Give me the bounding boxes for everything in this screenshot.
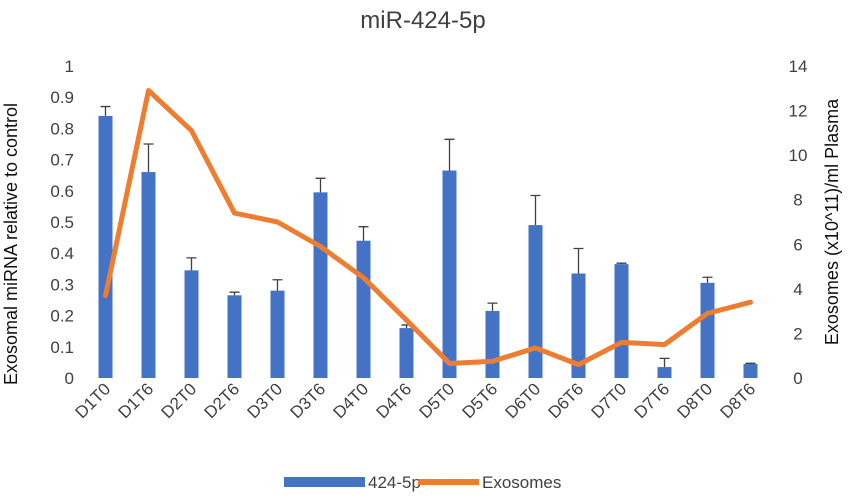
x-tick-label: D5T6 <box>458 379 501 422</box>
chart-title: miR-424-5p <box>360 7 485 34</box>
error-bar <box>358 226 369 241</box>
left-tick-label: 0.2 <box>50 307 74 326</box>
left-tick-label: 0.6 <box>50 182 74 201</box>
bar <box>442 170 457 378</box>
bar <box>313 192 328 378</box>
x-tick-label: D6T0 <box>501 379 544 422</box>
left-tick-label: 0.1 <box>50 338 74 357</box>
error-bars <box>100 105 756 368</box>
error-bar <box>616 262 627 265</box>
left-tick-label: 0.5 <box>50 213 74 232</box>
error-bar <box>659 357 670 368</box>
right-tick-label: 12 <box>789 102 808 121</box>
legend-swatch-bar <box>284 477 365 487</box>
x-tick-label: D2T0 <box>157 379 200 422</box>
error-bar <box>573 247 584 274</box>
x-tick-label: D4T0 <box>329 379 372 422</box>
left-tick-label: 0.4 <box>50 244 74 263</box>
right-tick-label: 2 <box>793 324 802 343</box>
right-tick-label: 6 <box>793 235 802 254</box>
x-tick-label: D3T6 <box>286 379 329 422</box>
bar <box>270 290 285 378</box>
left-tick-label: 0 <box>65 369 74 388</box>
right-tick-label: 4 <box>793 280 802 299</box>
x-tick-label: D7T6 <box>630 379 673 422</box>
bar <box>528 225 543 378</box>
error-bar <box>745 362 756 364</box>
bar <box>141 172 156 378</box>
left-tick-label: 1 <box>65 57 74 76</box>
bar <box>356 240 371 378</box>
x-tick-label: D8T6 <box>716 379 759 422</box>
right-axis-ticks: 0 2 4 6 8 10 12 14 <box>789 57 808 388</box>
x-tick-label: D1T0 <box>71 379 114 422</box>
bar <box>700 282 715 378</box>
error-bar <box>143 143 154 173</box>
left-tick-label: 0.9 <box>50 88 74 107</box>
left-tick-label: 0.7 <box>50 151 74 170</box>
error-bar <box>444 138 455 171</box>
y2-axis-label: Exosomes (x10^11)/ml Plasma <box>822 98 842 345</box>
bar-series <box>98 115 758 379</box>
x-tick-label: D2T6 <box>200 379 243 422</box>
left-axis-ticks: 0 0.1 0.2 0.3 0.4 0.5 0.6 0.7 0.8 0.9 1 <box>50 57 74 388</box>
legend-label-line: Exosomes <box>482 473 561 492</box>
right-tick-label: 10 <box>789 146 808 165</box>
x-tick-label: D1T6 <box>114 379 157 422</box>
error-bar <box>530 194 541 226</box>
y-axis-label: Exosomal miRNA relative to control <box>1 103 21 385</box>
bar <box>743 363 758 378</box>
bar <box>485 310 500 378</box>
x-tick-label: D8T0 <box>673 379 716 422</box>
legend: 424-5p Exosomes <box>284 473 561 492</box>
bar <box>657 367 672 378</box>
x-tick-label: D3T0 <box>243 379 286 422</box>
right-tick-label: 14 <box>789 57 808 76</box>
error-bar <box>272 279 283 291</box>
error-bar <box>186 257 197 271</box>
right-tick-label: 0 <box>793 369 802 388</box>
left-tick-label: 0.3 <box>50 275 74 294</box>
bar <box>571 273 586 378</box>
error-bar <box>487 302 498 311</box>
left-tick-label: 0.8 <box>50 119 74 138</box>
error-bar <box>315 177 326 193</box>
bar <box>399 328 414 378</box>
line-series <box>103 88 753 368</box>
x-axis-ticks: D1T0 D1T6 D2T0 D2T6 D3T0 D3T6 D4T0 D4T6 D5T0 D5T6… <box>71 379 759 422</box>
x-tick-label: D5T0 <box>415 379 458 422</box>
right-tick-label: 8 <box>793 191 802 210</box>
bar <box>184 270 199 378</box>
x-tick-label: D4T6 <box>372 379 415 422</box>
bar <box>98 115 113 379</box>
error-bar <box>702 276 713 283</box>
x-tick-label: D6T6 <box>544 379 587 422</box>
exosomes-line <box>103 88 753 368</box>
error-bar <box>100 105 111 116</box>
bar <box>227 295 242 378</box>
legend-label-bar: 424-5p <box>368 473 421 492</box>
x-tick-label: D7T0 <box>587 379 630 422</box>
bar <box>614 264 629 378</box>
error-bar <box>229 291 240 296</box>
